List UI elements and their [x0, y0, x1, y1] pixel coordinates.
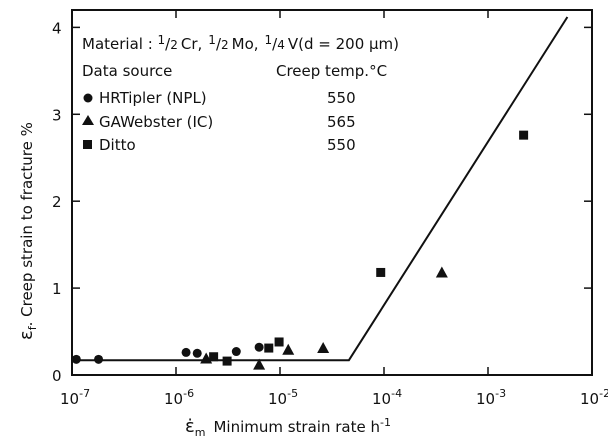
legend: Material : 1/2 Cr, 1/2 Mo, 1/4 V(d = 200 μm) … [82, 33, 399, 154]
point-square-2-3 [274, 337, 284, 347]
y-tick-label-3: 3 [52, 106, 62, 124]
x-tick-label-5: 10-2 [580, 387, 608, 408]
legend-circle-marker [83, 93, 93, 103]
point-circle-0-3 [192, 348, 202, 358]
legend-series-2-name: GAWebster (IC) [99, 113, 213, 131]
legend-series-1-name: HRTipler (NPL) [99, 89, 207, 107]
legend-header-temp: Creep temp.°C [276, 62, 387, 80]
y-axis-title: εf. Creep strain to fracture % [16, 122, 39, 340]
point-square-2-2 [264, 343, 274, 353]
point-square-2-4 [376, 267, 386, 277]
trend-line [72, 16, 569, 362]
point-circle-0-0 [71, 354, 81, 364]
point-triangle-1-2 [282, 343, 295, 355]
y-tick-label-2: 2 [52, 193, 62, 211]
x-tick-label-1: 10-6 [164, 387, 194, 408]
legend-series-3-temp: 550 [327, 136, 356, 154]
data-points [71, 130, 529, 370]
legend-triangle-marker [82, 115, 94, 125]
point-circle-0-1 [94, 354, 104, 364]
point-circle-0-4 [231, 347, 241, 357]
legend-material: Material : 1/2 Cr, 1/2 Mo, 1/4 V(d = 200 μm) [82, 33, 399, 53]
axis-ticks: 10-7 10-6 10-5 10-4 10-3 10-2 0 1 2 3 4 [52, 10, 608, 408]
legend-header-source: Data source [82, 62, 172, 80]
legend-square-marker [83, 140, 92, 149]
point-circle-0-5 [254, 342, 264, 352]
y-tick-label-0: 0 [52, 367, 62, 385]
x-tick-label-0: 10-7 [60, 387, 90, 408]
y-tick-label-1: 1 [52, 280, 62, 298]
x-tick-label-2: 10-5 [268, 387, 298, 408]
point-triangle-1-4 [435, 266, 448, 278]
point-triangle-1-1 [253, 358, 266, 370]
plot-frame [71, 9, 593, 376]
legend-series-2-temp: 565 [327, 113, 356, 131]
point-square-2-5 [519, 130, 529, 140]
x-tick-label-4: 10-3 [476, 387, 506, 408]
point-triangle-1-3 [317, 342, 330, 354]
point-square-2-0 [209, 352, 219, 362]
legend-series-1-temp: 550 [327, 89, 356, 107]
trend-polyline [72, 16, 569, 362]
x-tick-label-3: 10-4 [372, 387, 402, 408]
point-square-2-1 [222, 356, 232, 366]
x-axis-title: ε̇m Minimum strain rate h-1 [185, 416, 391, 439]
legend-series-3-name: Ditto [99, 136, 136, 154]
y-tick-label-4: 4 [52, 19, 62, 37]
point-circle-0-2 [181, 347, 191, 357]
